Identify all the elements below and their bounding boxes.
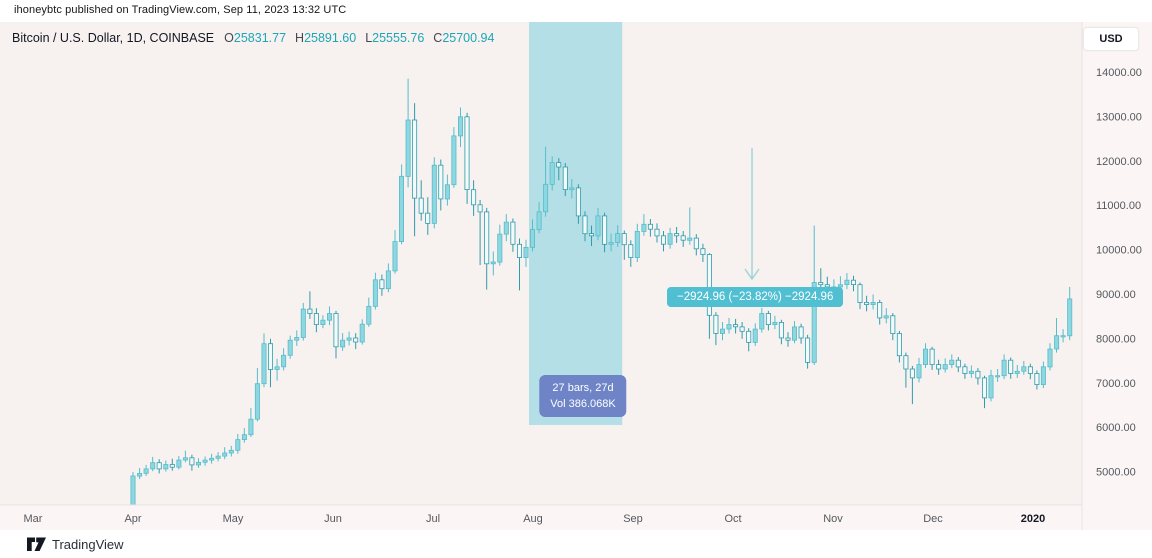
- time-tick: Dec: [923, 513, 943, 525]
- tradingview-brand-name: TradingView: [52, 536, 124, 552]
- chart-legend-row[interactable]: Bitcoin / U.S. Dollar, 1D, COINBASE O2583…: [12, 31, 503, 45]
- price-tick: 10000.00: [1096, 245, 1142, 257]
- price-tick: 13000.00: [1096, 111, 1142, 123]
- candles[interactable]: [130, 78, 1073, 512]
- time-tick: Jun: [324, 513, 342, 525]
- time-axis[interactable]: Mar Apr May Jun Jul Aug Sep Oct Nov Dec 2020: [24, 513, 1046, 525]
- time-tick: Oct: [724, 513, 741, 525]
- chart-area: 14000.00 13000.00 12000.00 11000.00 10000.00…: [0, 22, 1152, 530]
- price-tick: 14000.00: [1096, 67, 1142, 79]
- price-tick: 11000.00: [1096, 200, 1141, 212]
- time-tick: Nov: [823, 513, 843, 525]
- time-tick: Jul: [426, 513, 440, 525]
- highlight-band[interactable]: [529, 22, 623, 425]
- ohlc-low: L25555.76: [365, 31, 425, 45]
- tradingview-brand-link[interactable]: TradingView: [27, 537, 124, 552]
- price-tick: 8000.00: [1096, 333, 1136, 345]
- attribution-text: ihoneybtc published on TradingView.com, …: [14, 4, 347, 16]
- price-tick: 9000.00: [1096, 289, 1136, 301]
- price-tick: 7000.00: [1096, 378, 1136, 390]
- time-tick: Mar: [24, 513, 43, 525]
- time-tick: Apr: [124, 513, 141, 525]
- price-tick: 12000.00: [1096, 156, 1142, 168]
- time-tick: Aug: [523, 513, 543, 525]
- price-change-label[interactable]: −2924.96 (−23.82%) −2924.96: [667, 287, 844, 307]
- symbol-title: Bitcoin / U.S. Dollar, 1D, COINBASE: [12, 31, 215, 45]
- down-arrow-annotation[interactable]: [744, 148, 760, 281]
- footer-bar: TradingView: [0, 530, 1152, 558]
- time-tick: 2020: [1021, 513, 1045, 525]
- ohlc-high: H25891.60: [295, 31, 357, 45]
- bars-range-line2: Vol 386.068K: [550, 398, 616, 410]
- price-tick: 6000.00: [1096, 422, 1136, 434]
- time-tick: Sep: [623, 513, 643, 525]
- ohlc-close: C25700.94: [433, 31, 495, 45]
- bars-range-line1: 27 bars, 27d: [552, 382, 614, 394]
- price-tick: 5000.00: [1096, 467, 1136, 479]
- bars-range-label[interactable]: 27 bars, 27d Vol 386.068K: [539, 375, 627, 417]
- time-tick: May: [223, 513, 244, 525]
- price-axis[interactable]: 14000.00 13000.00 12000.00 11000.00 10000.00…: [1096, 67, 1142, 479]
- tradingview-logo-icon: [27, 537, 46, 551]
- ohlc-open: O25831.77: [224, 31, 287, 45]
- price-chart[interactable]: 14000.00 13000.00 12000.00 11000.00 10000.00…: [0, 22, 1152, 530]
- currency-button[interactable]: USD: [1083, 27, 1139, 51]
